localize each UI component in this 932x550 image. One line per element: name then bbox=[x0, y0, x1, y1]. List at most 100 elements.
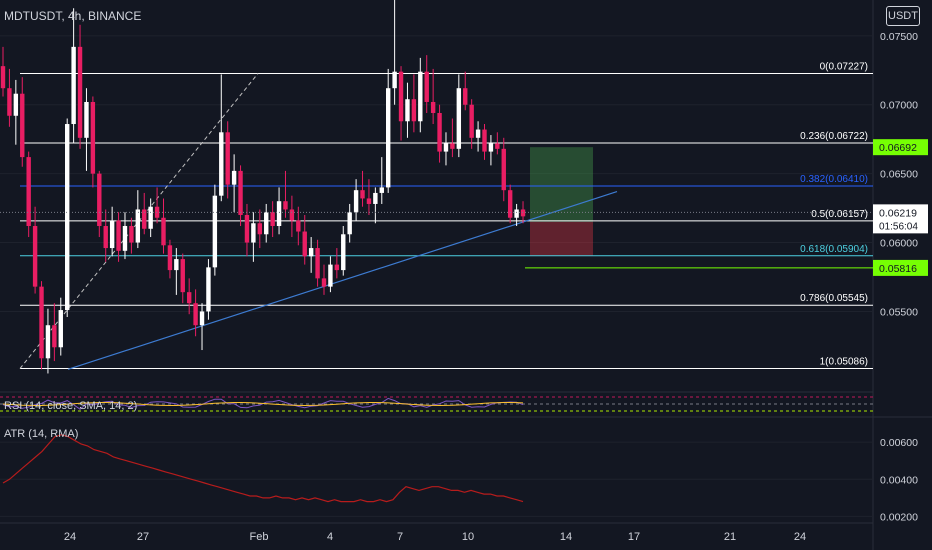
candle-body bbox=[315, 248, 320, 279]
time-tick-label: 7 bbox=[397, 531, 403, 543]
atr-tick-label: 0.00400 bbox=[880, 474, 918, 486]
price-tag-label: 0.05816 bbox=[879, 263, 917, 275]
candle-body bbox=[13, 93, 19, 116]
atr-tick-label: 0.00600 bbox=[880, 437, 918, 449]
candle-body bbox=[212, 195, 218, 268]
rsi-ma-line bbox=[2, 402, 524, 407]
candle-body bbox=[520, 209, 526, 217]
candle-body bbox=[353, 190, 359, 213]
candle-body bbox=[161, 217, 166, 246]
candle-body bbox=[174, 259, 179, 271]
countdown-label: 01:56:04 bbox=[879, 221, 918, 232]
atr-line bbox=[2, 434, 524, 503]
candle-body bbox=[405, 99, 410, 122]
price-tag bbox=[873, 139, 928, 156]
stop-zone bbox=[530, 221, 593, 256]
trend-line bbox=[67, 190, 618, 370]
candle-body bbox=[289, 209, 295, 221]
fib-level-label: 0.5(0.06157) bbox=[811, 209, 868, 220]
current-price-label: 0.06219 bbox=[879, 207, 917, 219]
fib-level-label: 1(0.05086) bbox=[820, 357, 868, 368]
candle-body bbox=[328, 264, 333, 287]
candle-body bbox=[148, 206, 153, 229]
candle-body bbox=[26, 157, 31, 227]
candle-body bbox=[77, 46, 83, 138]
price-tick-label: 0.06500 bbox=[880, 169, 918, 181]
candle-body bbox=[45, 325, 51, 359]
candle-body bbox=[97, 173, 102, 227]
candle-body bbox=[276, 201, 282, 227]
target-zone bbox=[530, 147, 593, 222]
currency-button[interactable]: USDT bbox=[886, 6, 920, 26]
fib-level-label: 0.382(0.06410) bbox=[800, 174, 868, 185]
candle-body bbox=[142, 209, 147, 229]
price-tag-label: 0.06692 bbox=[879, 142, 917, 154]
candle-body bbox=[52, 325, 57, 348]
candle-body bbox=[488, 143, 494, 152]
candle-body bbox=[456, 88, 462, 149]
candle-body bbox=[251, 223, 256, 243]
candle-body bbox=[475, 129, 481, 138]
candle-body bbox=[206, 267, 211, 312]
candle-body bbox=[482, 129, 487, 152]
candle-body bbox=[7, 88, 12, 116]
candle-body bbox=[341, 234, 346, 271]
candle-body bbox=[443, 143, 449, 152]
candle-body bbox=[167, 245, 173, 271]
candle-body bbox=[463, 88, 468, 105]
time-tick-label: 10 bbox=[462, 531, 474, 543]
price-tag bbox=[873, 259, 928, 276]
time-tick-label: 24 bbox=[794, 531, 806, 543]
price-tick-label: 0.05500 bbox=[880, 306, 918, 318]
candle-body bbox=[296, 220, 301, 232]
candle-body bbox=[386, 88, 391, 188]
candle-body bbox=[450, 143, 455, 149]
price-tick-label: 0.07000 bbox=[880, 100, 918, 112]
price-tick-label: 0.07500 bbox=[880, 31, 918, 43]
time-tick-label: 4 bbox=[327, 531, 333, 543]
candle-body bbox=[71, 46, 76, 125]
candle-body bbox=[308, 248, 314, 257]
fib-level-label: 0.236(0.06722) bbox=[800, 131, 868, 142]
atr-tick-label: 0.00200 bbox=[880, 511, 918, 523]
candle-body bbox=[219, 132, 224, 196]
atr-label: ATR (14, RMA) bbox=[4, 428, 79, 440]
candle-body bbox=[225, 132, 230, 185]
candle-body bbox=[84, 101, 89, 138]
candle-body bbox=[507, 190, 513, 218]
candle-body bbox=[514, 209, 519, 218]
candle-body bbox=[257, 223, 262, 235]
candle-body bbox=[199, 311, 205, 326]
candle-body bbox=[186, 292, 192, 304]
candle-body bbox=[244, 214, 250, 243]
candle-body bbox=[154, 206, 160, 218]
rsi-label: RSI (14, close, SMA, 14, 2) bbox=[4, 400, 138, 412]
candle-body bbox=[424, 71, 429, 102]
candle-body bbox=[116, 220, 121, 251]
candle-body bbox=[32, 226, 38, 287]
candle-body bbox=[366, 198, 372, 204]
time-tick-label: 17 bbox=[628, 531, 640, 543]
candle-body bbox=[0, 66, 6, 89]
time-tick-label: Feb bbox=[250, 531, 269, 543]
fib-level-label: 0.618(0.05904) bbox=[800, 244, 868, 255]
candle-body bbox=[90, 101, 96, 174]
candle-body bbox=[469, 104, 474, 138]
chart-title: MDTUSDT, 4h, BINANCE bbox=[4, 9, 142, 23]
candle-body bbox=[321, 278, 327, 287]
candle-body bbox=[501, 148, 506, 191]
candle-body bbox=[109, 220, 115, 249]
candle-body bbox=[65, 124, 70, 311]
time-tick-label: 27 bbox=[137, 531, 149, 543]
candle-body bbox=[373, 192, 378, 204]
candle-body bbox=[238, 170, 243, 215]
candle-body bbox=[20, 93, 25, 158]
candle-body bbox=[495, 143, 500, 149]
time-tick-label: 24 bbox=[64, 531, 76, 543]
time-tick-label: 14 bbox=[560, 531, 572, 543]
candle-body bbox=[347, 212, 352, 235]
candle-body bbox=[264, 212, 269, 235]
candle-body bbox=[334, 264, 340, 271]
fib-level-label: 0(0.07227) bbox=[820, 61, 868, 72]
